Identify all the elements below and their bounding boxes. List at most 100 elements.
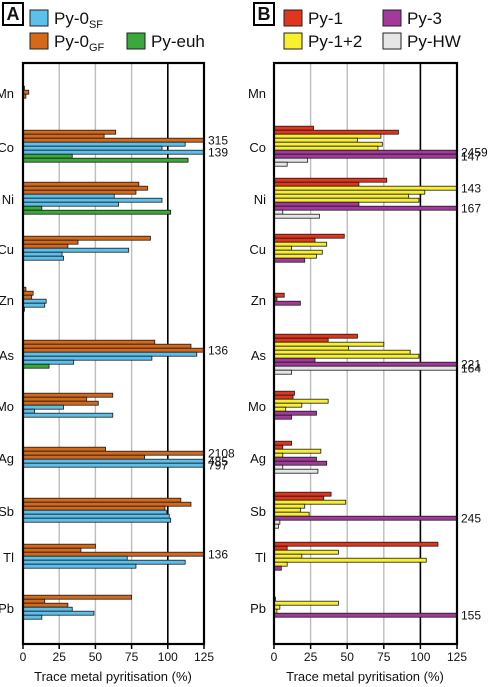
bar: [22, 339, 156, 345]
x-tick-label: 125: [447, 650, 467, 664]
category-label: Cu: [249, 242, 266, 257]
bar: [22, 598, 46, 604]
category-label: As: [0, 348, 14, 363]
bar: [22, 458, 205, 464]
x-tick-label: 25: [53, 650, 67, 664]
plot-frame: [21, 61, 206, 646]
bar: [22, 251, 63, 257]
category-label: Zn: [0, 293, 14, 308]
bar: [273, 365, 458, 371]
bar: [22, 302, 46, 308]
bar: [22, 133, 105, 139]
x-tick-label: 0: [271, 650, 278, 664]
bar: [22, 501, 192, 507]
bar: [22, 355, 153, 361]
category-label: Mn: [0, 86, 14, 101]
bar: [22, 454, 146, 460]
panel-letter: B: [258, 4, 271, 24]
bar: [22, 509, 167, 515]
bar: [22, 513, 170, 519]
category-label: Tl: [3, 550, 14, 565]
bar: [273, 410, 317, 416]
legend-label-subscript: GF: [89, 42, 105, 54]
bar: [273, 503, 306, 509]
bar: [22, 153, 73, 159]
bar: [273, 257, 306, 263]
bar-overflow-label: 2108: [208, 447, 235, 461]
bar: [22, 614, 43, 620]
bar: [273, 149, 458, 155]
bar: [273, 337, 329, 343]
x-axis-label: Trace metal pyritisation (%): [34, 669, 192, 684]
bar: [273, 209, 284, 215]
bar: [22, 205, 43, 211]
bar: [273, 600, 339, 606]
x-tick-label: 50: [341, 650, 355, 664]
category-label: Mo: [248, 399, 266, 414]
bar: [22, 197, 163, 203]
bar: [273, 561, 288, 567]
bar: [273, 153, 458, 159]
plot-frame: [272, 61, 459, 646]
x-tick-label: 75: [377, 650, 391, 664]
legend-swatch: [382, 9, 402, 27]
bar: [273, 189, 426, 195]
bar: [273, 361, 458, 367]
bar: [22, 157, 189, 163]
panel-letter-box: [253, 2, 275, 26]
bar-overflow-label: 221: [461, 358, 481, 372]
bar-overflow-label: 315: [208, 134, 228, 148]
bar-overflow-label: 147: [461, 150, 481, 164]
bar: [22, 209, 172, 215]
bar: [22, 404, 64, 410]
bar: [22, 235, 151, 241]
category-label: Tl: [255, 550, 266, 565]
bar: [22, 462, 205, 468]
bar: [22, 551, 205, 557]
legend-swatch: [29, 32, 49, 50]
bar: [22, 547, 82, 553]
bar: [22, 610, 95, 616]
category-label: Ag: [250, 451, 266, 466]
bar: [273, 369, 292, 375]
bar: [22, 343, 192, 349]
legend-label: Py-HW: [407, 32, 461, 51]
bar: [273, 157, 309, 163]
bar: [22, 563, 137, 569]
category-label: Pb: [0, 601, 14, 616]
bar: [22, 450, 205, 456]
bar-overflow-label: 245: [461, 512, 481, 526]
bar-overflow-label: 155: [461, 609, 481, 623]
category-label: Ni: [2, 192, 14, 207]
legend-label-subscript: SF: [89, 19, 103, 31]
x-tick-label: 0: [20, 650, 27, 664]
bar: [273, 345, 350, 351]
bar: [22, 149, 205, 155]
legend-label: Py-3: [407, 9, 442, 28]
bar: [22, 193, 115, 199]
bar: [273, 414, 292, 420]
bar: [22, 559, 186, 565]
bar: [22, 392, 114, 398]
bar: [22, 294, 33, 300]
bar: [22, 505, 166, 511]
bar: [273, 468, 319, 474]
bar: [273, 292, 285, 298]
bar: [273, 440, 292, 446]
bar: [22, 290, 34, 296]
bar: [273, 456, 317, 462]
legend-swatch: [283, 32, 303, 50]
bar: [273, 444, 284, 450]
bar-overflow-label: 143: [461, 182, 481, 196]
bar: [22, 497, 182, 503]
x-tick-label: 25: [304, 650, 318, 664]
x-axis-label: Trace metal pyritisation (%): [286, 669, 444, 684]
bar: [22, 347, 205, 353]
bar: [22, 129, 117, 135]
legend-label: Py-1: [308, 9, 343, 28]
legend-label: Py-1+2: [308, 32, 362, 51]
bar-overflow-label: 2459: [461, 146, 488, 160]
bar: [22, 602, 69, 608]
